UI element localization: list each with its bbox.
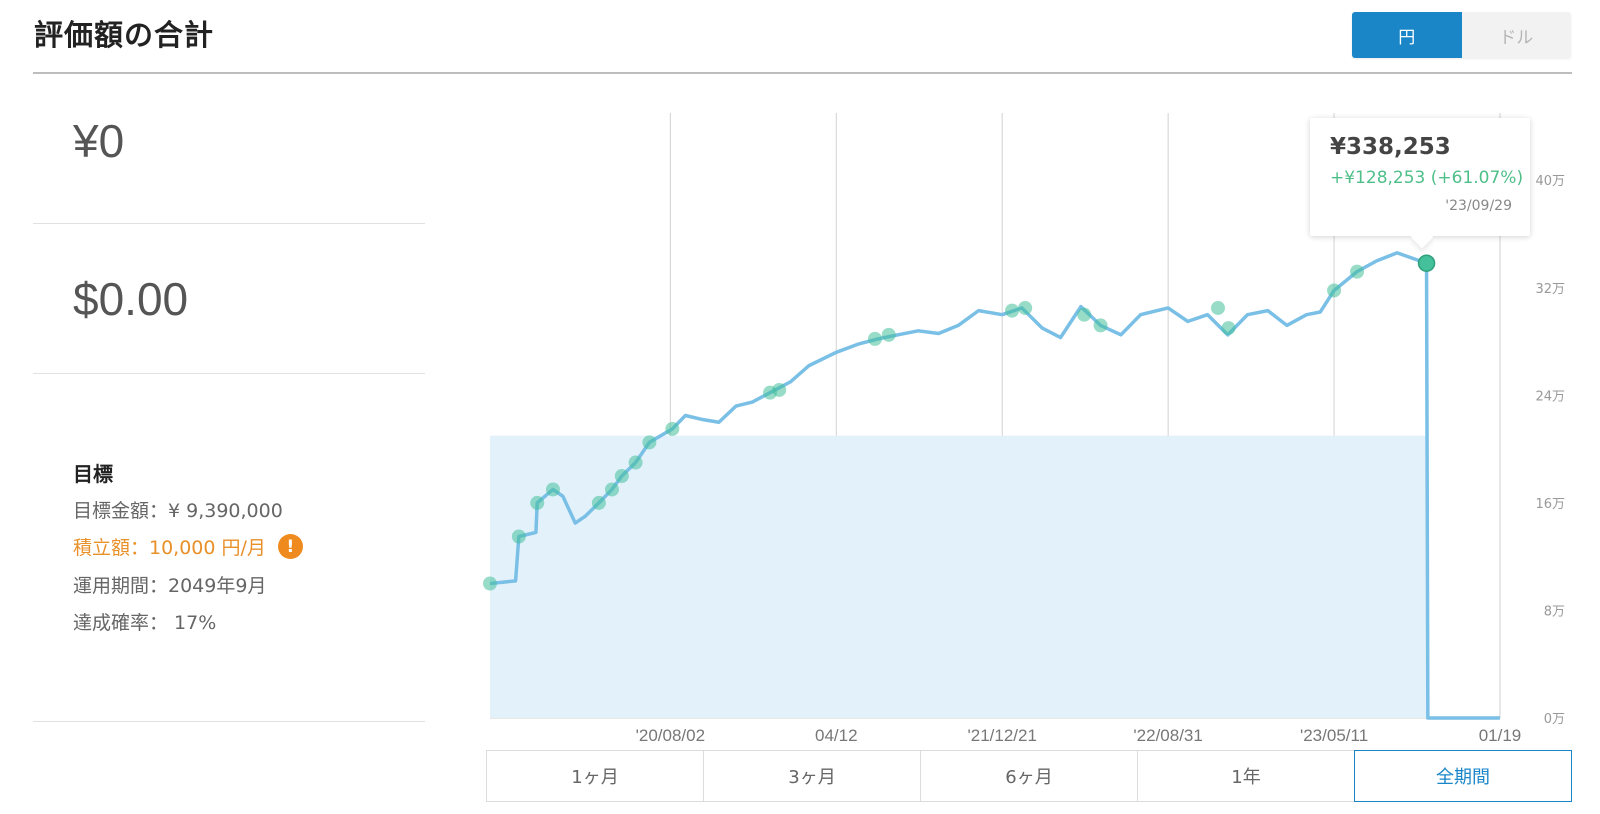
tooltip-value: ¥338,253 [1330, 134, 1451, 160]
x-tick-label-3: '22/08/31 [1133, 726, 1202, 745]
data-point-marker-20[interactable] [1327, 283, 1342, 298]
data-point-marker-7[interactable] [628, 455, 643, 470]
header-divider [33, 72, 1572, 74]
x-tick-label-2: '21/12/21 [968, 726, 1037, 745]
x-tick-label-1: 04/12 [815, 726, 858, 745]
x-tick-label-5: 01/19 [1479, 726, 1522, 745]
data-point-marker-17[interactable] [1093, 318, 1108, 333]
goal-monthly-contribution-text: 積立額：10,000 円/月 [73, 537, 266, 559]
data-point-marker-6[interactable] [614, 469, 629, 483]
data-point-marker-1[interactable] [511, 529, 526, 544]
period-tab-all[interactable]: 全期間 [1354, 750, 1572, 802]
goal-investment-period: 運用期間：2049年9月 [73, 575, 267, 597]
currency-toggle[interactable]: 円 ドル [1352, 12, 1571, 58]
data-point-marker-2[interactable] [530, 495, 545, 510]
period-tab-1-year[interactable]: 1年 [1137, 750, 1354, 802]
data-point-marker-19[interactable] [1221, 321, 1236, 336]
data-point-marker-0[interactable] [483, 576, 497, 591]
usd-total-value: $0.00 [73, 273, 189, 325]
usd-value-block: $0.00 [33, 224, 425, 374]
page-title: 評価額の合計 [34, 18, 215, 52]
y-tick-label-4: 32万 [1535, 282, 1565, 297]
data-point-marker-16[interactable] [1077, 307, 1092, 322]
y-tick-label-5: 40万 [1535, 174, 1565, 189]
data-point-marker-9[interactable] [665, 421, 680, 436]
warning-icon[interactable]: ! [277, 534, 303, 559]
data-point-marker-14[interactable] [1005, 303, 1020, 318]
goal-heading: 目標 [73, 462, 113, 486]
tooltip-change: +¥128,253 (+61.07%) [1330, 168, 1524, 188]
active-data-point[interactable] [1417, 254, 1436, 272]
data-point-marker-13[interactable] [881, 327, 896, 342]
period-tab-6-months[interactable]: 6ヶ月 [920, 750, 1137, 802]
period-tab-1-month[interactable]: 1ヶ月 [486, 750, 703, 802]
y-tick-label-2: 16万 [1535, 497, 1565, 512]
goal-achievement-probability: 達成確率： 17% [73, 612, 217, 634]
y-tick-label-0: 0万 [1544, 712, 1565, 727]
y-tick-label-3: 24万 [1535, 389, 1565, 404]
x-tick-label-0: '20/08/02 [636, 726, 705, 745]
currency-usd-button[interactable]: ドル [1461, 12, 1571, 58]
jpy-value-block: ¥0 [33, 74, 425, 224]
data-point-marker-3[interactable] [545, 482, 560, 497]
data-point-marker-15[interactable] [1018, 300, 1033, 315]
data-point-marker-18[interactable] [1210, 300, 1225, 315]
data-point-marker-5[interactable] [604, 482, 619, 497]
goal-target-amount: 目標金額：¥ 9,390,000 [73, 500, 283, 522]
data-point-marker-4[interactable] [591, 495, 606, 510]
tooltip-date: '23/09/29 [1445, 198, 1512, 214]
goal-section: 目標 目標金額：¥ 9,390,000 積立額：10,000 円/月 ! 運用期… [33, 374, 425, 722]
x-tick-label-4: '23/05/11 [1300, 726, 1368, 745]
data-point-marker-12[interactable] [867, 331, 882, 346]
y-tick-label-1: 8万 [1544, 604, 1565, 619]
jpy-total-value: ¥0 [73, 115, 125, 167]
data-point-marker-8[interactable] [642, 435, 657, 450]
data-point-marker-21[interactable] [1350, 264, 1365, 279]
data-point-marker-11[interactable] [772, 382, 787, 397]
goal-monthly-contribution[interactable]: 積立額：10,000 円/月 ! [73, 533, 303, 560]
currency-jpy-button[interactable]: 円 [1352, 12, 1462, 58]
chart-tooltip: ¥338,253 +¥128,253 (+61.07%) '23/09/29 [1310, 118, 1530, 236]
principal-area [490, 435, 1500, 718]
period-tabs: 1ヶ月 3ヶ月 6ヶ月 1年 全期間 [486, 750, 1572, 802]
period-tab-3-months[interactable]: 3ヶ月 [703, 750, 920, 802]
